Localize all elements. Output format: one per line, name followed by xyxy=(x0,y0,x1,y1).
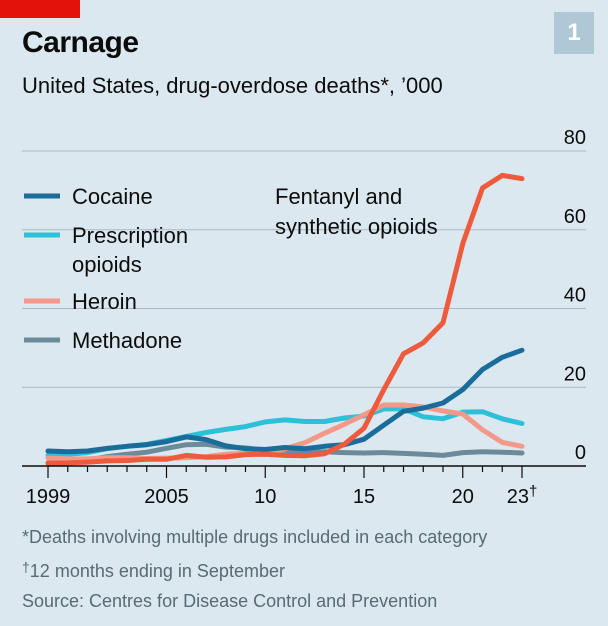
x-tick-label: 10 xyxy=(254,486,276,508)
y-tick-label: 0 xyxy=(575,442,586,464)
annotation: Fentanyl and synthetic opioids xyxy=(275,184,438,239)
annotation-fentanyl: Fentanyl and synthetic opioids xyxy=(275,184,438,239)
x-tick-dagger: † xyxy=(529,483,537,500)
series-line-cocaine xyxy=(45,347,525,455)
x-tick-label: 1999 xyxy=(26,486,71,508)
chart-title: Carnage xyxy=(22,26,139,59)
x-axis: 1999 2005 10 15 20 23† xyxy=(22,465,586,508)
x-tick-label: 23† xyxy=(507,483,538,508)
legend: Cocaine Prescription opioids Heroin Methadon… xyxy=(24,184,188,353)
footnote-asterisk: *Deaths involving multiple drugs include… xyxy=(22,527,488,547)
y-axis-labels: 0 20 40 60 80 xyxy=(564,127,586,464)
dagger-mark: † xyxy=(22,559,30,575)
footnotes: *Deaths involving multiple drugs include… xyxy=(22,522,487,616)
x-tick-label: 15 xyxy=(353,486,375,508)
x-tick-label: 2005 xyxy=(144,486,189,508)
legend-label-heroin: Heroin xyxy=(72,289,137,314)
legend-label-methadone: Methadone xyxy=(72,328,182,353)
gridlines xyxy=(22,150,586,388)
y-tick-label: 40 xyxy=(564,285,586,307)
series-line-fentanyl xyxy=(45,172,525,466)
footnote-source: Source: Centres for Disease Control and … xyxy=(22,591,438,611)
footnote-dagger-text: 12 months ending in September xyxy=(29,561,285,581)
legend-label-cocaine: Cocaine xyxy=(72,184,153,209)
y-tick-label: 60 xyxy=(564,206,586,228)
series-line-heroin xyxy=(45,402,525,462)
brand-red-tag xyxy=(0,0,80,18)
x-tick-label: 20 xyxy=(452,486,474,508)
y-tick-label: 80 xyxy=(564,127,586,149)
legend-label-prescription: Prescription opioids xyxy=(72,223,188,277)
series-lines xyxy=(45,172,525,466)
footnote-dagger: †12 months ending in September xyxy=(22,552,487,586)
y-tick-label: 20 xyxy=(564,363,586,385)
chart-number-badge: 1 xyxy=(554,12,594,54)
chart-subtitle: United States, drug-overdose deaths*, ’0… xyxy=(22,73,443,98)
